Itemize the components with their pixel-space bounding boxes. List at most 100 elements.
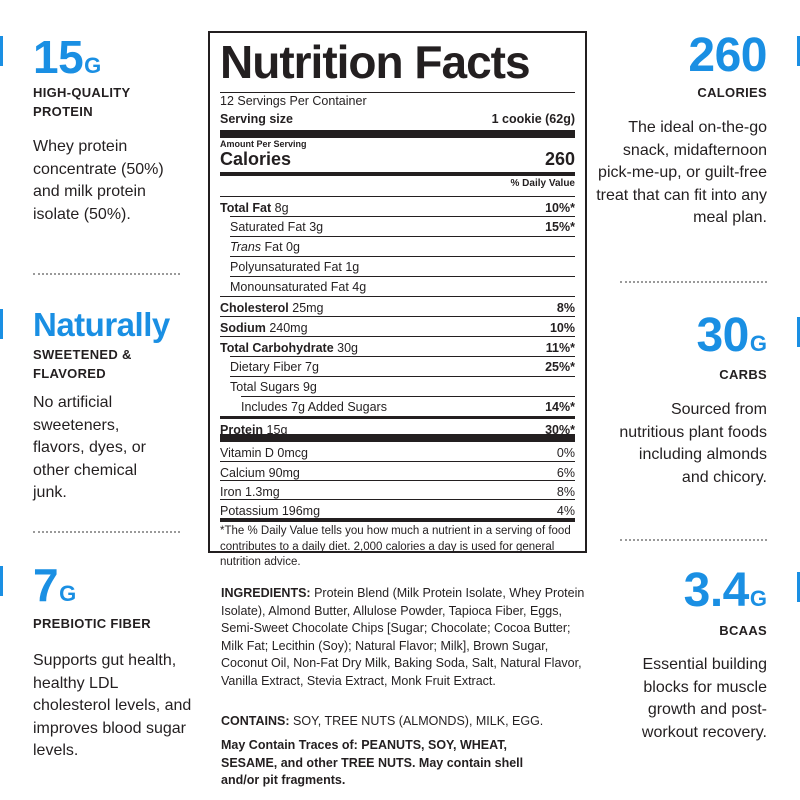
nutrient-row: Total Sugars 9g	[220, 376, 575, 396]
thick-rule	[220, 434, 575, 442]
row-rule	[230, 376, 575, 377]
calories-label: Calories	[220, 149, 292, 169]
thick-rule	[220, 130, 575, 138]
nutrient-row: Protein 15g 30%*	[220, 416, 575, 437]
fiber-title: PREBIOTIC FIBER	[33, 616, 151, 631]
accent-bar	[797, 572, 800, 602]
nutrient-label: Sodium 240mg	[220, 321, 308, 335]
protein-description: Whey protein concentrate (50%) and milk …	[33, 138, 164, 223]
daily-value: 15%*	[545, 220, 575, 234]
accent-bar	[797, 317, 800, 347]
daily-value-footnote: *The % Daily Value tells you how much a …	[220, 525, 571, 568]
bcaas-title: BCAAS	[719, 623, 767, 638]
nutrient-row: Monounsaturated Fat 4g	[220, 276, 575, 296]
bcaas-stat: 3.4G	[683, 564, 767, 617]
nutrient-row: Cholesterol 25mg 8%	[220, 296, 575, 316]
medium-rule	[220, 172, 575, 176]
bcaas-description: Essential building blocks for muscle gro…	[641, 656, 767, 741]
fiber-stat: 7G	[33, 559, 77, 611]
vitamin-label: Vitamin D 0mcg	[220, 446, 308, 460]
servings-per-container: 12 Servings Per Container	[220, 94, 367, 108]
carbs-stat: 30G	[696, 309, 767, 362]
divider	[33, 273, 180, 275]
vitamin-label: Calcium 90mg	[220, 466, 300, 480]
contains-text: SOY, TREE NUTS (ALMONDS), MILK, EGG.	[289, 714, 544, 728]
protein-stat: 15G	[33, 31, 102, 83]
daily-value: 0%	[556, 446, 575, 460]
rule	[220, 92, 575, 93]
calories-value: 260	[544, 149, 575, 169]
daily-value: 11%*	[545, 341, 575, 355]
nutrient-label: Polyunsaturated Fat 1g	[230, 260, 360, 274]
nutrient-label: Dietary Fiber 7g	[230, 360, 319, 374]
nutrient-label: Cholesterol 25mg	[220, 301, 324, 315]
vitamin-row: Calcium 90mg 6%	[220, 461, 575, 480]
protein-title: HIGH-QUALITY PROTEIN	[33, 85, 131, 119]
serving-size-label: Serving size	[220, 112, 293, 126]
row-rule	[241, 396, 575, 397]
row-rule	[230, 236, 575, 237]
contains-label: CONTAINS:	[221, 714, 290, 728]
daily-value: 25%*	[545, 360, 575, 374]
nutrient-label: Saturated Fat 3g	[230, 220, 324, 234]
nutrient-label: Total Sugars 9g	[230, 380, 317, 394]
daily-value-header: % Daily Value	[510, 178, 575, 189]
divider	[33, 531, 180, 533]
ingredients-block: INGREDIENTS: Protein Blend (Milk Protein…	[221, 585, 591, 690]
carbs-title: CARBS	[719, 367, 767, 382]
calories-stat: 260	[688, 29, 767, 82]
serving-size-value: 1 cookie (62g)	[491, 112, 575, 126]
traces-warning: May Contain Traces of: PEANUTS, SOY, WHE…	[221, 738, 524, 787]
row-rule	[230, 256, 575, 257]
nutrient-row: Saturated Fat 3g 15%*	[220, 216, 575, 236]
nutrient-row: Polyunsaturated Fat 1g	[220, 256, 575, 276]
daily-value: 10%*	[545, 201, 575, 215]
accent-bar	[0, 566, 3, 596]
daily-value: 8%	[556, 485, 575, 499]
accent-bar	[0, 36, 3, 66]
daily-value: 10%	[549, 321, 575, 335]
ingredients-text: Protein Blend (Milk Protein Isolate, Whe…	[221, 586, 585, 688]
nutrient-label: Includes 7g Added Sugars	[241, 400, 387, 414]
nutrient-label: Monounsaturated Fat 4g	[230, 280, 367, 294]
nutrition-facts-title: Nutrition Facts	[220, 36, 531, 88]
nutrient-row: Sodium 240mg 10%	[220, 316, 575, 336]
daily-value: 30%*	[545, 423, 575, 437]
calories-title: CALORIES	[697, 85, 767, 100]
divider	[620, 539, 767, 541]
vitamin-row: Iron 1.3mg 8%	[220, 480, 575, 499]
vitamin-label: Potassium 196mg	[220, 504, 321, 518]
daily-value: 14%*	[545, 400, 575, 414]
vitamin-row: Potassium 196mg 4%	[220, 499, 575, 518]
divider	[620, 281, 767, 283]
nutrient-row: Dietary Fiber 7g 25%*	[220, 356, 575, 376]
daily-value: 6%	[556, 466, 575, 480]
naturally-description: No artificial sweeteners, flavors, dyes,…	[33, 394, 146, 501]
row-rule	[230, 216, 575, 217]
nutrient-row: Total Carbohydrate 30g 11%*	[220, 336, 575, 356]
medium-rule	[220, 518, 575, 522]
calories-description: The ideal on-the-go snack, midafternoon …	[596, 119, 767, 226]
contains-block: CONTAINS: SOY, TREE NUTS (ALMONDS), MILK…	[221, 713, 591, 731]
nutrient-label: Total Fat 8g	[220, 201, 289, 215]
daily-value: 8%	[556, 301, 575, 315]
row-rule	[230, 356, 575, 357]
fiber-description: Supports gut health, healthy LDL cholest…	[33, 652, 192, 759]
accent-bar	[0, 309, 3, 339]
nutrient-row: Total Fat 8g 10%*	[220, 196, 575, 216]
naturally-title: SWEETENED & FLAVORED	[33, 347, 132, 381]
nutrient-row: Trans Fat 0g	[220, 236, 575, 256]
nutrient-label: Total Carbohydrate 30g	[220, 341, 359, 355]
nutrition-facts-label: Nutrition Facts 12 Servings Per Containe…	[208, 31, 587, 568]
daily-value: 4%	[556, 504, 575, 518]
amount-per-serving: Amount Per Serving	[220, 139, 307, 149]
vitamin-label: Iron 1.3mg	[220, 485, 280, 499]
carbs-description: Sourced from nutritious plant foods incl…	[619, 401, 767, 486]
row-rule	[230, 276, 575, 277]
accent-bar	[797, 36, 800, 66]
nutrient-row: Includes 7g Added Sugars 14%*	[220, 396, 575, 416]
nutrient-label: Protein 15g	[220, 423, 288, 437]
ingredients-label: INGREDIENTS:	[221, 586, 311, 600]
nutrient-label: Trans Fat 0g	[230, 240, 300, 254]
naturally-stat: Naturally	[33, 306, 170, 343]
